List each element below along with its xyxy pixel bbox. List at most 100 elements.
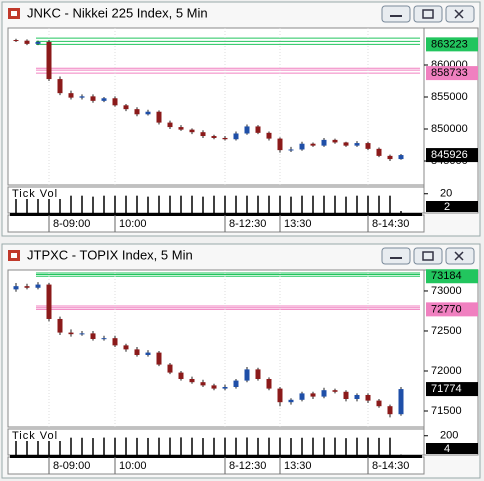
candle-body [321,390,327,397]
candle-body [387,155,393,160]
y-tick-label: 72000 [431,365,462,377]
candle-body [123,105,129,110]
candle-body [156,111,162,123]
candle-body [211,136,217,138]
reference-label: 73184 [431,270,462,282]
candle-body [134,109,140,115]
x-tick-label: 8-14:30 [372,460,409,472]
minimize-glyph [390,15,402,17]
candle-body [211,385,217,389]
candle-body [299,393,305,400]
candle-body [178,127,184,130]
window-button[interactable] [381,5,411,23]
last-volume-box [426,201,478,212]
candle-body [222,137,228,140]
candle-body [310,393,316,397]
candle-body [200,132,206,137]
candle-body [112,98,118,106]
candle-body [46,41,52,80]
reference-label-box [426,269,478,284]
close-glyph [454,9,464,19]
candle-body [189,129,195,133]
candle-body [35,41,41,44]
candle-body [134,349,140,355]
candle-body [266,378,272,389]
candle-body [90,333,96,339]
candle-body [244,369,250,381]
candle-body [79,333,85,335]
last-price-box [426,382,478,397]
volume-label-bg [10,430,68,441]
candle-body [288,149,294,151]
volume-tick-label: 200 [440,430,458,442]
window-button[interactable] [413,247,443,265]
candle-body [376,400,382,407]
candle-body [343,391,349,399]
candle-body [233,133,239,140]
candle-body [68,332,74,335]
volume-label-bg [10,188,68,199]
last-volume-box [426,443,478,454]
candle-body [354,394,360,399]
x-tick-label: 8-09:00 [53,218,90,230]
volume-label: Tick Vol [12,430,58,442]
candle-body [112,338,118,346]
x-tick-label: 8-09:00 [53,460,90,472]
candle-body [321,139,327,146]
time-bar [10,455,422,458]
candle-body [310,143,316,146]
candle-body [189,378,195,383]
volume-label: Tick Vol [12,188,58,200]
y-tick-label: 850000 [431,123,468,135]
panel-title: JTPXC - TOPIX Index, 5 Min [27,247,193,262]
candle-body [90,96,96,101]
last-price-box [426,148,478,163]
candle-body [365,394,371,401]
y-tick-label: 71500 [431,405,462,417]
candle-body [178,372,184,379]
window-icon-inner [11,11,17,16]
candle-body [167,122,173,128]
candle-body [332,390,338,392]
close-glyph [454,251,464,261]
candle-body [57,318,63,333]
x-tick-label: 10:00 [119,460,147,472]
x-tick-label: 13:30 [284,460,312,472]
window-button[interactable] [413,5,443,23]
candle-body [222,386,228,389]
panel-title: JNKC - Nikkei 225 Index, 5 Min [27,5,208,20]
candle-body [277,388,283,403]
x-tick-label: 13:30 [284,218,312,230]
reference-label: 863223 [431,38,468,50]
candle-body [277,138,283,151]
reference-label-box [426,37,478,52]
x-tick-label: 10:00 [119,218,147,230]
window-icon-inner [11,253,17,258]
candle-body [387,406,393,415]
reference-label-box [426,302,478,317]
last-volume-label: 4 [444,443,450,455]
x-tick-label: 8-12:30 [229,218,266,230]
window-button[interactable] [381,247,411,265]
candle-body [35,284,41,288]
candle-body [24,286,30,288]
reference-label: 858733 [431,67,468,79]
candle-body [101,338,107,340]
candle-body [167,364,173,373]
candle-body [244,126,250,134]
candle-body [233,380,239,387]
candle-body [79,96,85,98]
price-axis [423,269,479,456]
reference-label-box [426,66,478,81]
candle-body [200,382,206,386]
price-axis [423,27,479,214]
candle-body [398,389,404,415]
time-bar [10,213,422,216]
candle-body [101,98,107,101]
candle-body [354,143,360,146]
maximize-glyph [422,9,434,19]
candle-body [376,148,382,156]
candle-body [13,40,19,42]
candle-body [343,142,349,146]
